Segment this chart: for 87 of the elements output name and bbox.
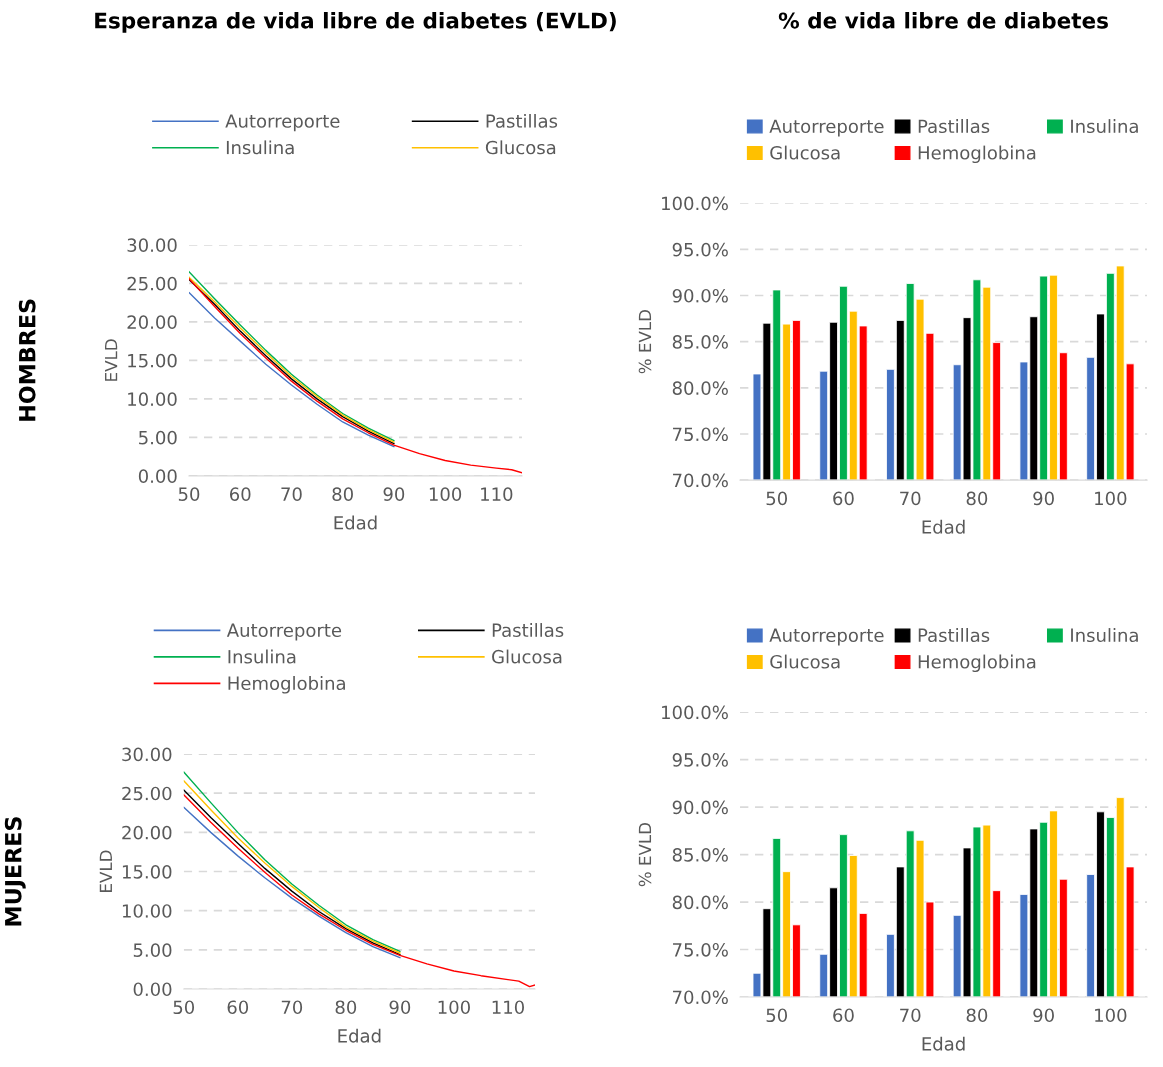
x-tick-label: 80	[332, 487, 353, 501]
y-tick-label: 70.0%	[673, 473, 728, 488]
y-tick-label: 100.0%	[662, 196, 728, 211]
legend-label: Glucosa	[492, 649, 562, 664]
y-tick-label: 90.0%	[672, 288, 728, 303]
legend-label: Hemoglobina	[918, 654, 1036, 673]
y-tick-label: 0.00	[133, 982, 172, 997]
legend-label: Autorreporte	[769, 628, 884, 646]
x-axis-title: Edad	[922, 1036, 965, 1051]
y-axis-title: EVLD	[99, 850, 112, 892]
legend-label: Pastillas	[918, 628, 990, 643]
x-tick-label: 110	[492, 1000, 524, 1015]
legend-label: Hemoglobina	[228, 676, 345, 694]
x-tick-label: 100	[429, 487, 462, 501]
x-axis-title: Edad	[334, 515, 377, 530]
legend-label: Pastillas	[492, 623, 564, 638]
x-tick-label: 100	[1095, 491, 1127, 506]
x-tick-label: 50	[178, 487, 200, 501]
legend-label: Autorreporte	[226, 623, 342, 641]
y-tick-label: 30.00	[122, 747, 172, 762]
x-tick-label: 80	[966, 1008, 988, 1023]
legend-label: Autorreporte	[769, 119, 884, 137]
y-tick-label: 10.00	[122, 904, 172, 918]
line-series	[183, 794, 535, 988]
y-tick-label: 75.0%	[673, 942, 728, 957]
y-axis-title: % EVLD	[638, 822, 652, 887]
y-tick-label: 100.0%	[662, 705, 728, 720]
x-tick-label: 100	[1095, 1008, 1127, 1023]
y-axis-title: EVLD	[105, 339, 118, 381]
y-tick-label: 70.0%	[673, 990, 728, 1005]
x-tick-label: 90	[1033, 1008, 1054, 1023]
legend-label: Glucosa	[770, 145, 840, 160]
x-axis-title: Edad	[338, 1028, 381, 1043]
legend-label: Hemoglobina	[918, 145, 1036, 164]
legend-label: Autorreporte	[225, 114, 340, 132]
y-tick-label: 10.00	[128, 392, 177, 406]
y-tick-label: 80.0%	[672, 381, 728, 395]
x-tick-label: 60	[229, 487, 251, 501]
x-tick-label: 80	[966, 491, 988, 506]
y-tick-label: 90.0%	[672, 800, 728, 815]
y-tick-label: 30.00	[127, 238, 177, 252]
y-tick-label: 0.00	[138, 469, 177, 483]
legend-label: Glucosa	[770, 654, 840, 669]
x-tick-label: 50	[173, 1000, 195, 1015]
y-tick-label: 20.00	[122, 825, 172, 840]
y-tick-label: 85.0%	[672, 335, 728, 349]
text: HOMBRES	[18, 299, 36, 421]
x-tick-label: 50	[766, 1008, 788, 1023]
x-tick-label: 110	[481, 487, 513, 501]
x-tick-label: 70	[900, 1008, 921, 1023]
x-tick-label: 50	[766, 491, 788, 506]
x-tick-label: 90	[389, 1000, 411, 1015]
y-tick-label: 80.0%	[672, 895, 728, 910]
legend-label: Insulina	[1071, 628, 1138, 643]
x-tick-label: 70	[281, 487, 302, 501]
x-tick-label: 100	[438, 1000, 470, 1015]
legend-label: Insulina	[228, 649, 296, 664]
x-tick-label: 90	[383, 487, 405, 501]
y-tick-label: 15.00	[122, 864, 172, 879]
x-tick-label: 70	[281, 1000, 303, 1015]
y-tick-label: 85.0%	[672, 848, 728, 862]
y-tick-label: 95.0%	[672, 753, 728, 767]
chart-title: % de vida libre de diabetes	[778, 12, 1108, 29]
chart-title: Esperanza de vida libre de diabetes (EVLD)	[95, 12, 616, 33]
y-tick-label: 25.00	[122, 786, 172, 801]
y-axis-title: % EVLD	[638, 310, 652, 374]
x-tick-label: 60	[833, 491, 854, 506]
legend-label: Pastillas	[918, 119, 990, 134]
text: MUJERES	[4, 817, 26, 926]
x-axis-title: Edad	[922, 519, 965, 534]
y-tick-label: 25.00	[127, 276, 177, 291]
legend-label: Pastillas	[486, 113, 558, 128]
y-tick-label: 95.0%	[672, 242, 728, 257]
y-tick-label: 5.00	[139, 430, 177, 445]
x-tick-label: 80	[335, 1000, 357, 1015]
legend-label: Insulina	[1071, 119, 1138, 134]
y-tick-label: 75.0%	[673, 427, 728, 442]
y-tick-label: 5.00	[133, 943, 172, 957]
line-series	[188, 278, 522, 474]
x-tick-label: 60	[227, 1000, 249, 1015]
y-tick-label: 15.00	[128, 353, 177, 368]
y-tick-label: 20.00	[127, 315, 177, 329]
x-tick-label: 60	[833, 1008, 854, 1023]
x-tick-label: 70	[900, 491, 921, 506]
legend-label: Glucosa	[485, 140, 556, 155]
x-tick-label: 90	[1033, 491, 1054, 506]
legend-label: Insulina	[226, 140, 294, 155]
